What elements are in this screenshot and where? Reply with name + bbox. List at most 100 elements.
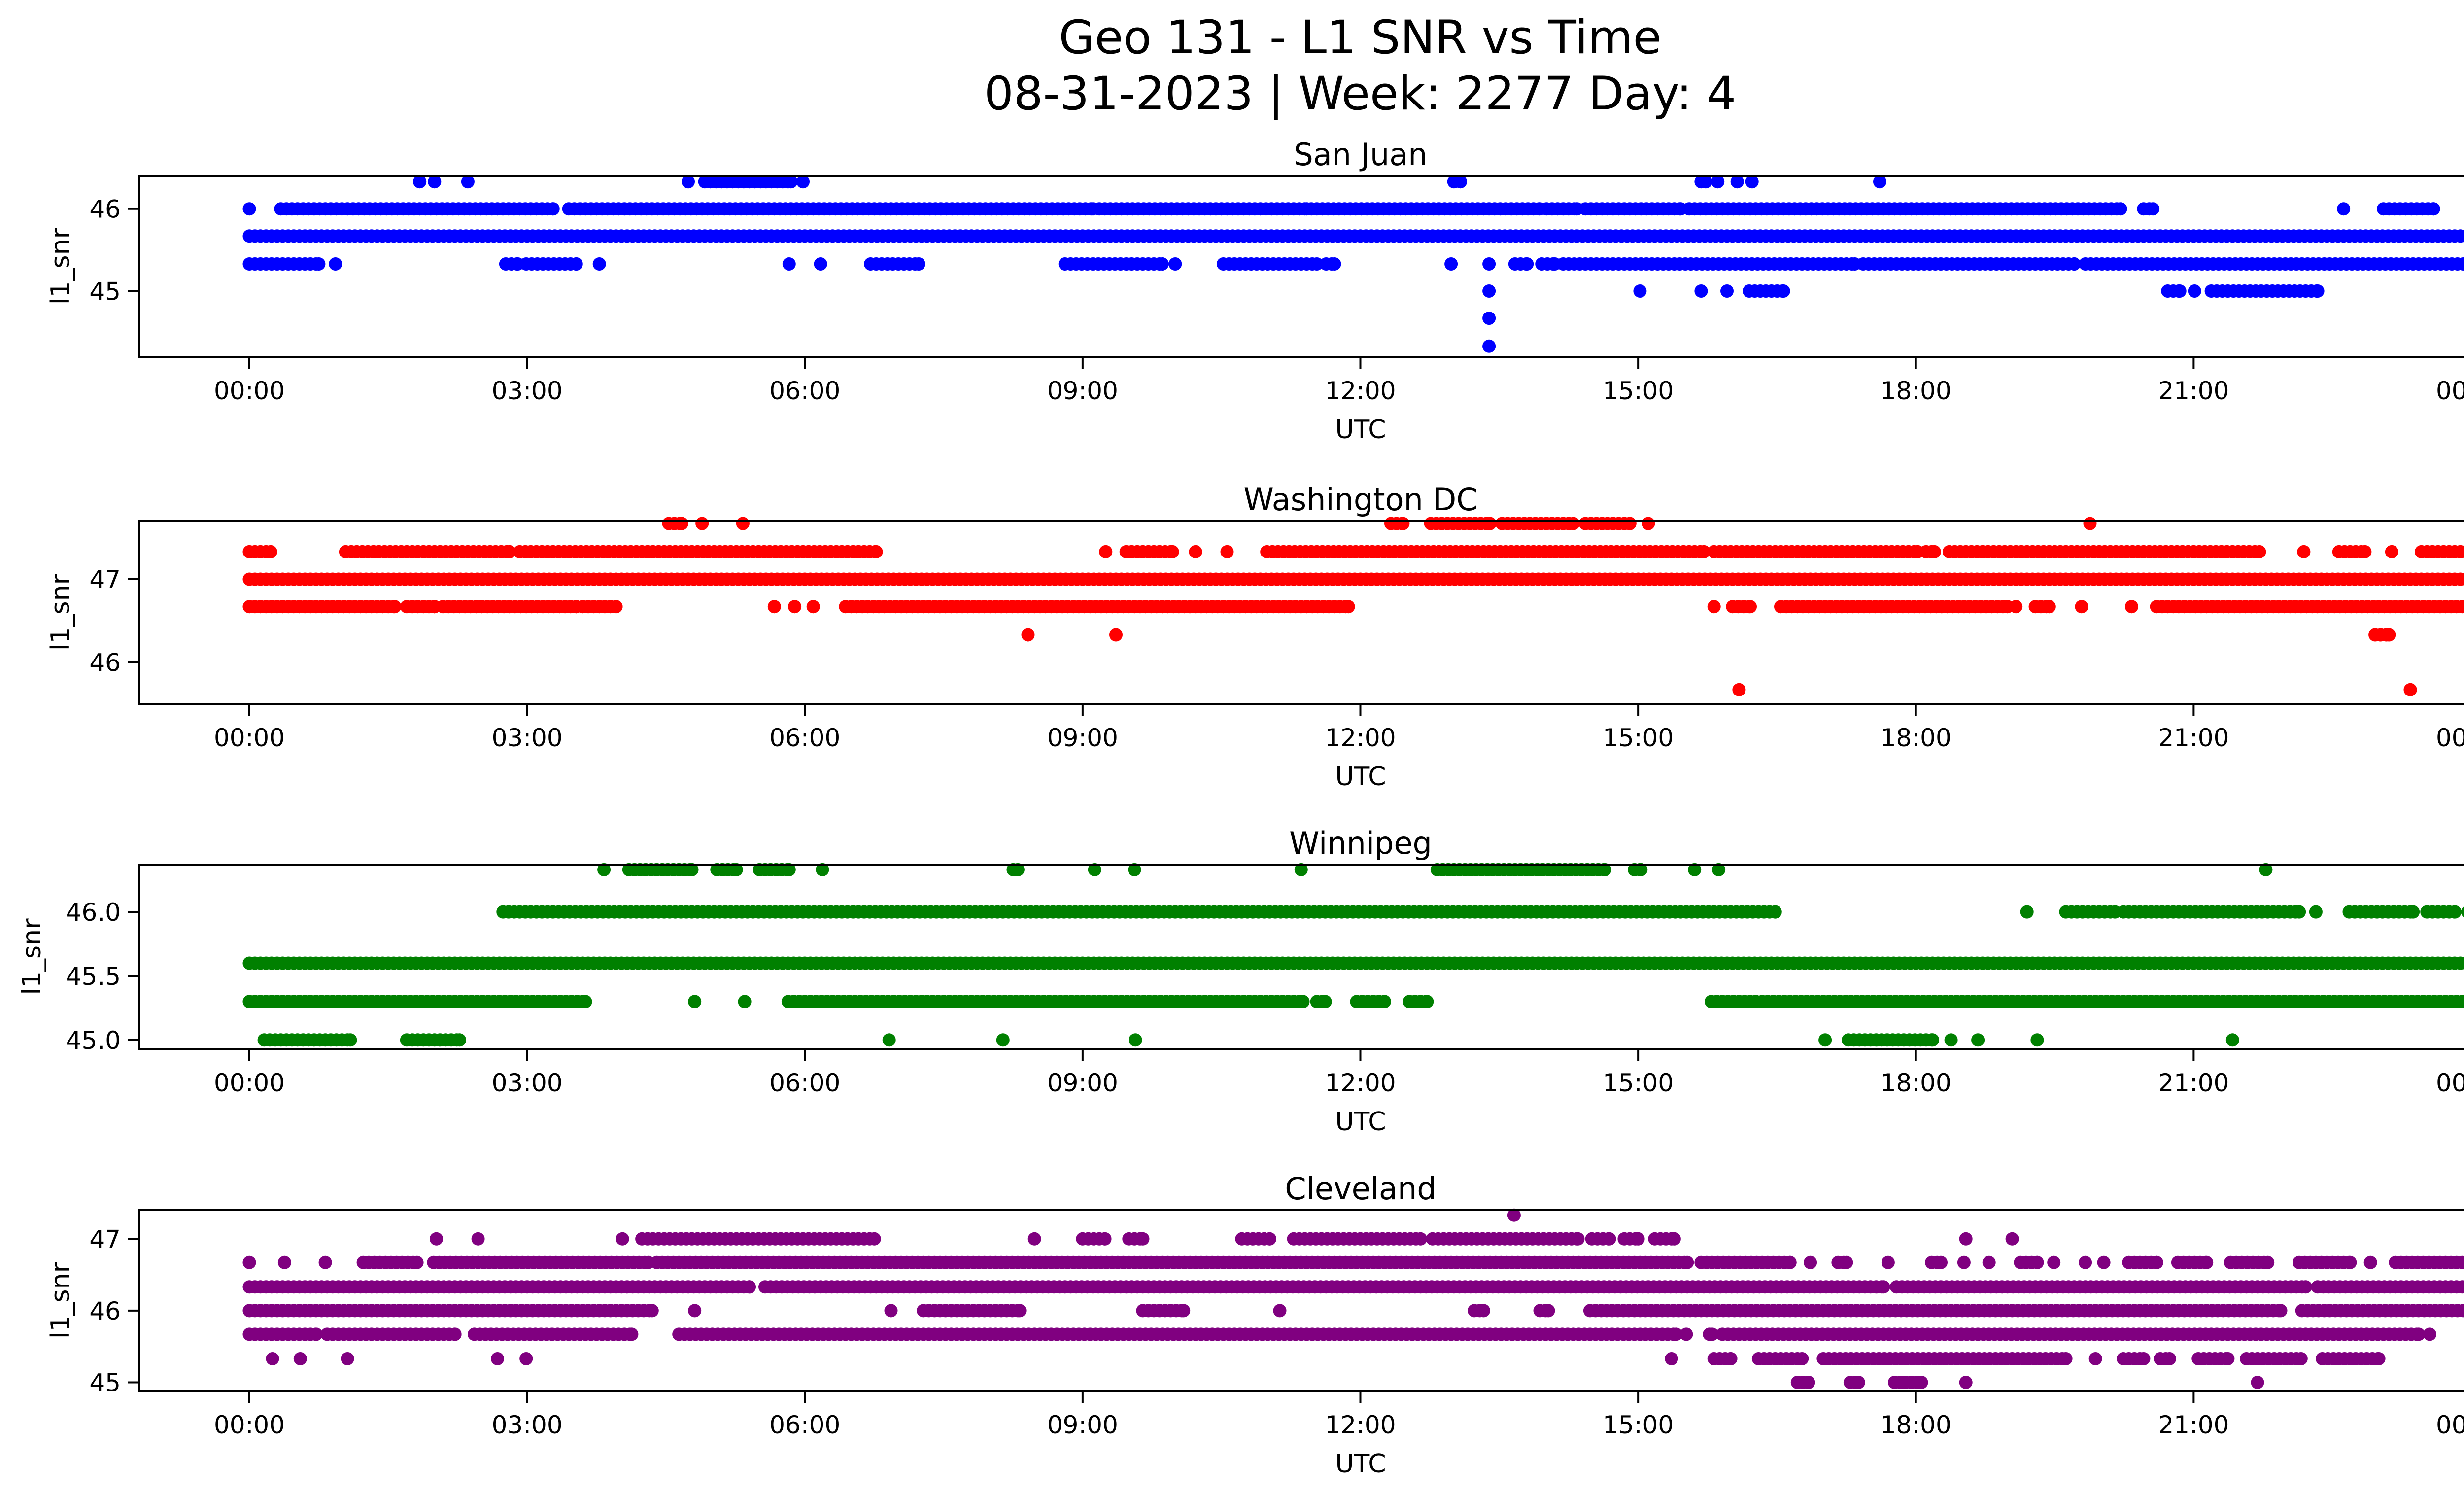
- data-point: [312, 257, 326, 271]
- data-point: [266, 1352, 279, 1365]
- scatter-series: [242, 863, 2464, 1047]
- data-point: [2114, 202, 2127, 216]
- data-point: [675, 517, 688, 530]
- data-point: [869, 545, 883, 558]
- subplot-san-juan: San Juan UTC l1_snr 00:00 03:00 06:00 09:00…: [46, 137, 2464, 445]
- data-point: [1136, 1232, 1150, 1246]
- data-point: [1482, 312, 1496, 325]
- data-point: [1453, 175, 1467, 189]
- data-point: [1926, 1033, 1940, 1047]
- data-point: [430, 1232, 443, 1246]
- data-point: [2137, 1352, 2151, 1365]
- data-point: [2188, 284, 2201, 298]
- data-point: [1444, 257, 1458, 271]
- data-point: [884, 1304, 898, 1318]
- data-point: [788, 600, 802, 614]
- data-point: [1296, 995, 1310, 1008]
- data-point: [2461, 601, 2464, 612]
- data-point: [912, 257, 925, 271]
- subplot-title: Cleveland: [1285, 1171, 1436, 1207]
- subplot-title: Winnipeg: [1289, 825, 1432, 861]
- data-point: [1851, 1376, 1865, 1389]
- data-point: [1881, 1255, 1895, 1269]
- data-point: [293, 1352, 307, 1365]
- y-axis-label: l1_snr: [17, 918, 47, 995]
- data-point: [329, 257, 342, 271]
- data-point: [996, 1033, 1010, 1047]
- data-point: [2274, 1304, 2288, 1318]
- data-point: [1744, 600, 1757, 614]
- data-point: [695, 517, 709, 530]
- data-point: [2459, 229, 2464, 243]
- data-point: [2259, 863, 2273, 876]
- data-point: [1957, 1255, 1971, 1269]
- x-tick-label: 18:00: [1881, 1069, 1951, 1097]
- subplot-winnipeg: Winnipeg UTC l1_snr 00:00 03:00 06:00 09:00…: [17, 825, 2464, 1137]
- data-point: [2459, 545, 2464, 558]
- data-point: [1420, 995, 1434, 1008]
- data-point: [2097, 1255, 2111, 1269]
- data-point: [1168, 257, 1182, 271]
- y-tick-label: 47: [89, 565, 121, 594]
- data-point: [2146, 202, 2160, 216]
- data-point: [1013, 1304, 1027, 1318]
- y-tick-label: 46: [89, 195, 121, 224]
- data-point: [2009, 600, 2023, 614]
- y-axis-label: l1_snr: [46, 574, 75, 651]
- x-tick-label: 00:00: [2436, 1069, 2464, 1097]
- data-point: [242, 202, 256, 216]
- x-tick-label: 06:00: [769, 724, 840, 752]
- x-tick-label: 06:00: [769, 1411, 840, 1439]
- x-tick-label: 00:00: [2436, 377, 2464, 405]
- data-point: [867, 1232, 881, 1246]
- data-point: [1294, 863, 1308, 876]
- data-point: [2406, 905, 2420, 919]
- data-point: [2337, 202, 2351, 216]
- scatter-series: [242, 517, 2464, 696]
- data-point: [2083, 517, 2097, 530]
- data-point: [1783, 1255, 1797, 1269]
- data-point: [1818, 1033, 1832, 1047]
- data-point: [1165, 545, 1179, 558]
- x-tick-label: 06:00: [769, 1069, 840, 1097]
- data-point: [1959, 1232, 1973, 1246]
- data-point: [1745, 175, 1759, 189]
- data-point: [597, 863, 611, 876]
- data-point: [1567, 517, 1580, 530]
- x-tick-label: 15:00: [1603, 377, 1674, 405]
- data-point: [1128, 863, 1141, 876]
- x-tick-label: 12:00: [1325, 377, 1396, 405]
- data-point: [2163, 1352, 2176, 1365]
- data-point: [1318, 995, 1332, 1008]
- data-point: [2309, 905, 2323, 919]
- x-tick-label: 18:00: [1881, 724, 1951, 752]
- x-tick-label: 21:00: [2158, 724, 2229, 752]
- data-point: [2005, 1232, 2019, 1246]
- data-point: [1915, 1376, 1928, 1389]
- x-tick-label: 00:00: [214, 724, 285, 752]
- data-point: [2456, 257, 2464, 271]
- data-point: [2020, 905, 2034, 919]
- data-point: [453, 1033, 466, 1047]
- data-point: [2363, 1255, 2377, 1269]
- data-point: [341, 1352, 354, 1365]
- data-point: [1724, 1352, 1738, 1365]
- x-tick-label: 09:00: [1047, 1411, 1118, 1439]
- data-point: [503, 545, 516, 558]
- y-tick-label: 46: [89, 649, 121, 677]
- data-point: [1623, 517, 1637, 530]
- data-point: [592, 257, 606, 271]
- data-point: [2225, 1033, 2239, 1047]
- data-point: [519, 1352, 533, 1365]
- data-point: [318, 1255, 332, 1269]
- data-point: [814, 257, 827, 271]
- data-point: [1021, 628, 1035, 642]
- data-point: [1720, 284, 1734, 298]
- data-point: [2462, 259, 2464, 269]
- data-point: [2299, 1280, 2313, 1294]
- y-axis-label: l1_snr: [46, 1262, 75, 1339]
- data-point: [2448, 905, 2462, 919]
- data-point: [1634, 863, 1648, 876]
- figure-title-line1: Geo 131 - L1 SNR vs Time: [1059, 11, 1662, 65]
- data-point: [1520, 257, 1534, 271]
